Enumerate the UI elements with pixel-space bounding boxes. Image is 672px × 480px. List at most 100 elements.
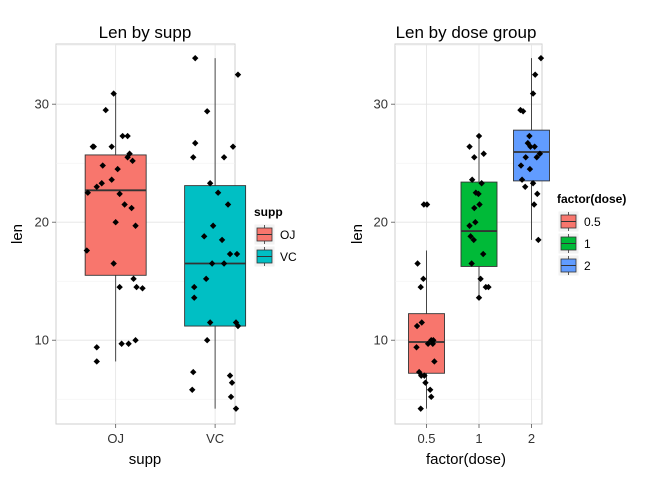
data-point [228, 379, 236, 386]
data-point [518, 176, 526, 183]
data-point [466, 222, 473, 229]
data-point [206, 319, 214, 326]
data-point [414, 260, 421, 267]
data-point [220, 154, 228, 161]
data-point [428, 393, 435, 401]
box-layer [84, 154, 247, 327]
data-point [224, 201, 232, 208]
data-point [536, 150, 544, 157]
data-point [226, 372, 234, 379]
data-point [125, 340, 132, 347]
data-point [522, 183, 529, 190]
y-tick-label: 20 [374, 215, 388, 230]
data-point [468, 176, 476, 183]
data-point [524, 139, 532, 147]
chart-len-by-dose-group: Len by dose group 10 20 30 0.5 1 2 factor(dos… [349, 23, 626, 468]
data-point [418, 319, 425, 326]
data-point [203, 108, 211, 115]
tick-layer: 10 20 30 OJ VC [35, 97, 225, 446]
data-point [220, 260, 228, 267]
data-point [227, 393, 235, 401]
x-axis-label: factor(dose) [426, 451, 506, 468]
data-point [108, 143, 115, 150]
data-point [475, 132, 483, 140]
data-point [218, 236, 226, 244]
data-point [467, 233, 474, 240]
data-point [200, 233, 208, 240]
legend-title: supp [254, 205, 283, 219]
data-point [527, 143, 534, 150]
data-point [517, 106, 524, 114]
data-point [475, 294, 483, 301]
data-point [471, 154, 478, 161]
data-point [422, 379, 429, 386]
box-OJ [84, 154, 147, 276]
data-point [191, 283, 198, 291]
data-point [116, 190, 123, 198]
data-point [89, 143, 96, 150]
data-point [83, 247, 91, 254]
data-point [226, 250, 234, 258]
data-point [535, 236, 542, 244]
data-point [102, 106, 109, 114]
legend-label: VC [280, 250, 297, 264]
x-axis-label: supp [129, 451, 162, 468]
data-point [206, 180, 214, 187]
data-point [130, 275, 137, 283]
data-point [209, 222, 217, 229]
data-point [417, 405, 424, 412]
data-point [526, 132, 533, 140]
data-point [112, 218, 119, 226]
legend: factor(dose) 0.5 1 2 [557, 192, 626, 277]
tick-layer: 10 20 30 0.5 1 2 [374, 97, 536, 446]
data-point [214, 189, 222, 196]
data-point [229, 143, 237, 150]
data-point [426, 386, 434, 393]
legend-label: 0.5 [584, 215, 601, 229]
point-layer [83, 54, 242, 412]
data-point [108, 176, 115, 183]
data-point [475, 190, 482, 198]
data-point [421, 372, 428, 379]
data-point [423, 201, 431, 208]
data-point [202, 275, 210, 283]
data-point [485, 283, 492, 291]
data-point [413, 344, 420, 351]
data-point [531, 71, 539, 78]
legend: supp OJ VC [253, 205, 297, 268]
data-point [192, 139, 199, 147]
data-point [468, 260, 475, 267]
data-point [531, 143, 538, 150]
data-point [420, 275, 427, 283]
y-tick-label: 10 [35, 333, 49, 348]
box-layer [408, 129, 550, 374]
data-point [530, 201, 538, 208]
data-point [480, 150, 487, 157]
y-axis-label: len [9, 224, 26, 244]
data-point [430, 337, 437, 344]
data-point [466, 143, 473, 150]
data-point [132, 222, 139, 229]
data-point [533, 154, 540, 161]
data-point [110, 260, 117, 267]
data-point [522, 154, 529, 161]
data-point [93, 183, 100, 190]
x-tick-label: 2 [528, 431, 535, 446]
data-point [413, 322, 421, 330]
y-tick-label: 10 [374, 333, 388, 348]
data-point [128, 204, 135, 212]
y-tick-label: 30 [374, 97, 388, 112]
legend-title: factor(dose) [557, 192, 626, 206]
data-point [114, 165, 121, 173]
box-VC [184, 185, 247, 327]
data-point [84, 189, 92, 196]
legend-label: 1 [584, 237, 591, 251]
legend-label: OJ [280, 228, 295, 242]
data-point [477, 275, 484, 283]
data-point [480, 250, 487, 258]
data-point [526, 165, 534, 173]
data-point [232, 405, 240, 412]
data-point [192, 54, 199, 62]
x-tick-label: 1 [475, 431, 482, 446]
data-point [233, 250, 241, 258]
